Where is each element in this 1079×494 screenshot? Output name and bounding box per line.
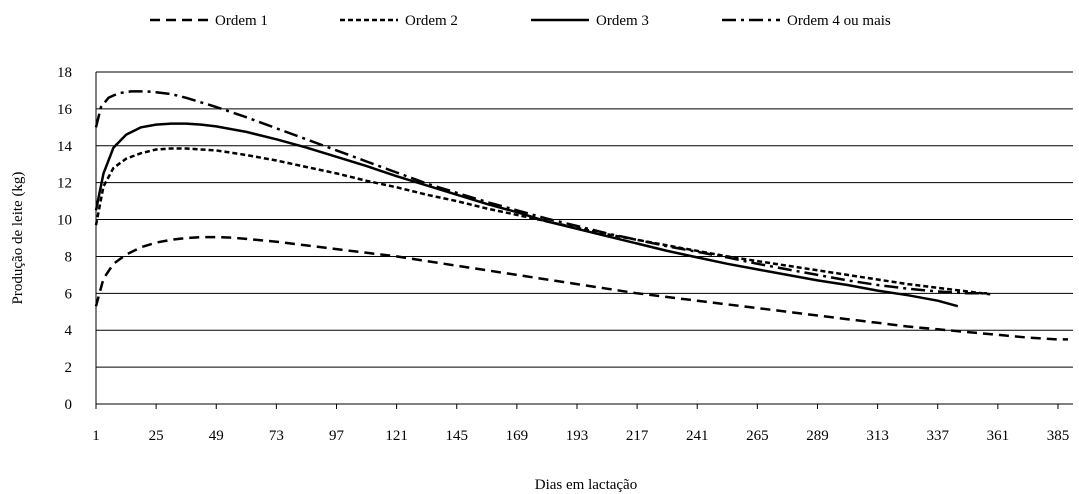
y-tick-label: 12 — [57, 176, 72, 192]
x-tick-label: 97 — [329, 428, 345, 444]
y-tick-label: 4 — [65, 323, 73, 339]
x-tick-label: 193 — [566, 428, 589, 444]
x-tick-label: 121 — [385, 428, 408, 444]
x-tick-label: 217 — [626, 428, 649, 444]
x-axis-ticks: 1 25 49 73 97 121 145 169 193 217 241 265 289 313 337 3… — [92, 404, 1069, 444]
x-tick-label: 289 — [806, 428, 829, 444]
legend: Ordem 1 Ordem 2 Ordem 3 Ordem 4 ou mais — [150, 13, 891, 29]
x-tick-label: 25 — [149, 428, 164, 444]
series-lines — [94, 90, 1068, 341]
x-tick-label: 361 — [987, 428, 1010, 444]
series-line-3 — [94, 122, 959, 308]
y-tick-label: 18 — [57, 65, 72, 81]
legend-label-4: Ordem 4 ou mais — [787, 13, 891, 29]
x-tick-label: 265 — [746, 428, 769, 444]
x-tick-label: 313 — [866, 428, 889, 444]
y-tick-label: 2 — [65, 360, 73, 376]
y-tick-label: 0 — [65, 397, 73, 413]
y-tick-label: 6 — [65, 286, 73, 302]
legend-label-2: Ordem 2 — [405, 13, 458, 29]
x-tick-label: 145 — [445, 428, 468, 444]
legend-label-3: Ordem 3 — [596, 13, 649, 29]
series-line-4 — [94, 90, 991, 295]
y-axis-ticks: 0 2 4 6 8 10 12 14 16 18 — [57, 65, 73, 413]
series-line-2 — [94, 147, 991, 296]
y-tick-label: 8 — [65, 249, 73, 265]
legend-label-1: Ordem 1 — [215, 13, 268, 29]
y-tick-label: 14 — [57, 139, 73, 155]
x-tick-label: 385 — [1047, 428, 1070, 444]
x-tick-label: 49 — [209, 428, 224, 444]
x-tick-label: 169 — [506, 428, 529, 444]
x-tick-label: 1 — [92, 428, 100, 444]
x-tick-label: 337 — [926, 428, 949, 444]
series-line-1 — [94, 235, 1068, 341]
x-axis-title: Dias em lactação — [535, 477, 637, 493]
gridlines — [95, 71, 1073, 405]
x-tick-label: 73 — [269, 428, 284, 444]
y-tick-label: 10 — [57, 213, 72, 229]
x-tick-label: 241 — [686, 428, 709, 444]
y-axis-title: Produção de leite (kg) — [10, 172, 26, 305]
y-tick-label: 16 — [57, 102, 73, 118]
